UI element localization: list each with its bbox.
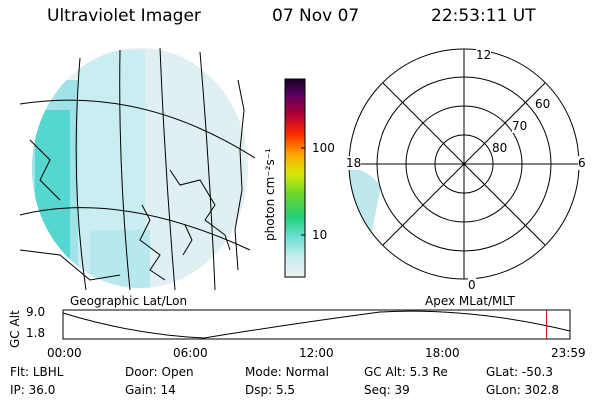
glat-field: GLat: -50.3 (486, 365, 553, 379)
emission-pattern (32, 50, 245, 288)
dsp-field: Dsp: 5.5 (245, 383, 296, 397)
lat-label-60: 60 (535, 97, 551, 111)
x-tick-1800: 18:00 (425, 346, 460, 360)
observation-time: 22:53:11 UT (431, 6, 536, 26)
coastlines (19, 79, 245, 281)
altitude-frame (62, 309, 571, 340)
x-tick-1200: 12:00 (299, 346, 334, 360)
glon-field: GLon: 302.8 (486, 383, 559, 397)
geographic-image (19, 47, 256, 290)
mlt-label-0: 0 (468, 278, 476, 292)
ip-field: IP: 36.0 (10, 383, 56, 397)
lat-label-80: 80 (492, 141, 508, 155)
instrument-title: Ultraviolet Imager (47, 6, 201, 26)
mlt-label-18: 18 (346, 156, 362, 170)
colorbar-label: photon cm⁻²s⁻¹ (263, 148, 277, 241)
colorbar-tick-10: 10 (312, 228, 328, 242)
left-panel-label: Geographic Lat/Lon (70, 294, 188, 308)
x-tick-0600: 06:00 (173, 346, 208, 360)
altitude-curve (62, 310, 571, 339)
altitude-plot (62, 309, 571, 340)
altitude-ytick-low: 1.8 (26, 326, 46, 340)
lat-lon-grid (19, 47, 256, 290)
x-tick-0000: 00:00 (47, 346, 82, 360)
x-tick-2359: 23:59 (551, 346, 586, 360)
door-field: Door: Open (125, 365, 194, 379)
altitude-ytick-high: 9.0 (26, 305, 46, 319)
mlt-label-6: 6 (578, 156, 586, 170)
right-panel-label: Apex MLat/MLT (425, 294, 515, 308)
colorbar-tick-100: 100 (312, 141, 335, 155)
flt-field: Flt: LBHL (10, 365, 64, 379)
colorbar (284, 78, 306, 278)
mlt-label-12: 12 (476, 48, 492, 62)
gain-field: Gain: 14 (125, 383, 176, 397)
gc-alt-field: GC Alt: 5.3 Re (364, 365, 448, 379)
polar-grid (348, 48, 580, 280)
observation-date: 07 Nov 07 (272, 6, 360, 26)
mode-field: Mode: Normal (245, 365, 329, 379)
seq-field: Seq: 39 (364, 383, 410, 397)
lat-label-70: 70 (512, 119, 528, 133)
polar-plot (348, 48, 580, 280)
